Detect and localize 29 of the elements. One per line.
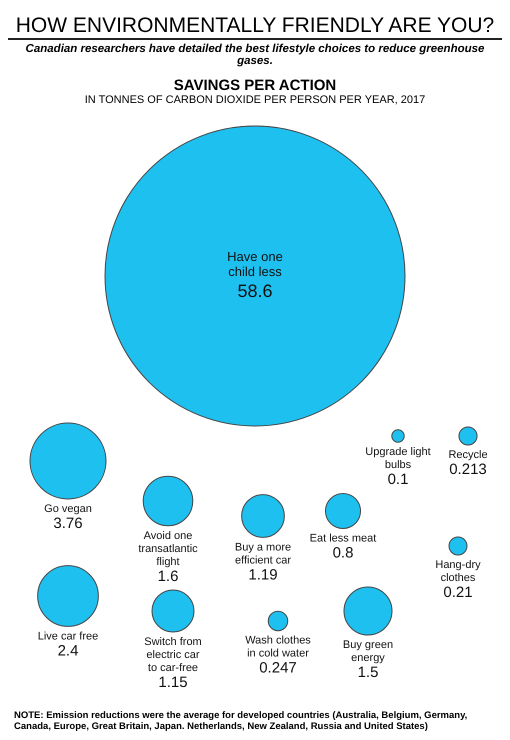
category-label: Have one child less <box>227 249 283 279</box>
data-label: 2.4 <box>58 642 78 660</box>
data-label: 0.21 <box>443 584 473 601</box>
category-label: Go vegan <box>44 502 92 515</box>
data-label: 1.19 <box>248 566 278 584</box>
category-label: Hang-dry clothes <box>435 558 482 584</box>
data-label: 0.247 <box>259 660 297 677</box>
data-label: 0.1 <box>388 471 408 488</box>
data-label: 1.6 <box>158 568 178 585</box>
data-label: 0.213 <box>449 461 487 478</box>
text: Canadian researchers have detailed the best lifestyle choices to reduce greenhouse gases. <box>24 43 486 67</box>
category-label: Buy green energy <box>342 639 394 664</box>
text: HOW ENVIRONMENTALLY FRIENDLY ARE YOU? <box>8 8 502 40</box>
data-label: 58.6 <box>237 281 273 301</box>
category-label: Buy a more efficient car <box>234 541 292 566</box>
category-label: Upgrade light bulbs <box>365 446 431 472</box>
category-label: Recycle <box>448 449 488 462</box>
category-label: Eat less meat <box>310 532 376 545</box>
category-label: Live car free <box>38 630 98 642</box>
data-label: 0.8 <box>332 544 354 562</box>
data-label: 1.15 <box>158 674 188 692</box>
text: IN TONNES OF CARBON DIOXIDE PER PERSON PER YEAR, 2017 <box>84 94 426 106</box>
data-label: 3.76 <box>53 514 83 532</box>
text: SAVINGS PER ACTION <box>172 77 338 94</box>
text: NOTE: Emission reductions were the average for developed countries (Australia, Belgium, Germany, Canada, Europe, Great Britain, Japan. Netherlands, New Zealand, Russia and United States) <box>13 709 468 734</box>
category-label: Switch from electric car to car-free <box>144 636 202 674</box>
data-label: 1.5 <box>358 664 378 681</box>
category-label: Avoid one transatlantic flight <box>138 530 198 568</box>
category-label: Wash clothes in cold water <box>245 634 312 660</box>
